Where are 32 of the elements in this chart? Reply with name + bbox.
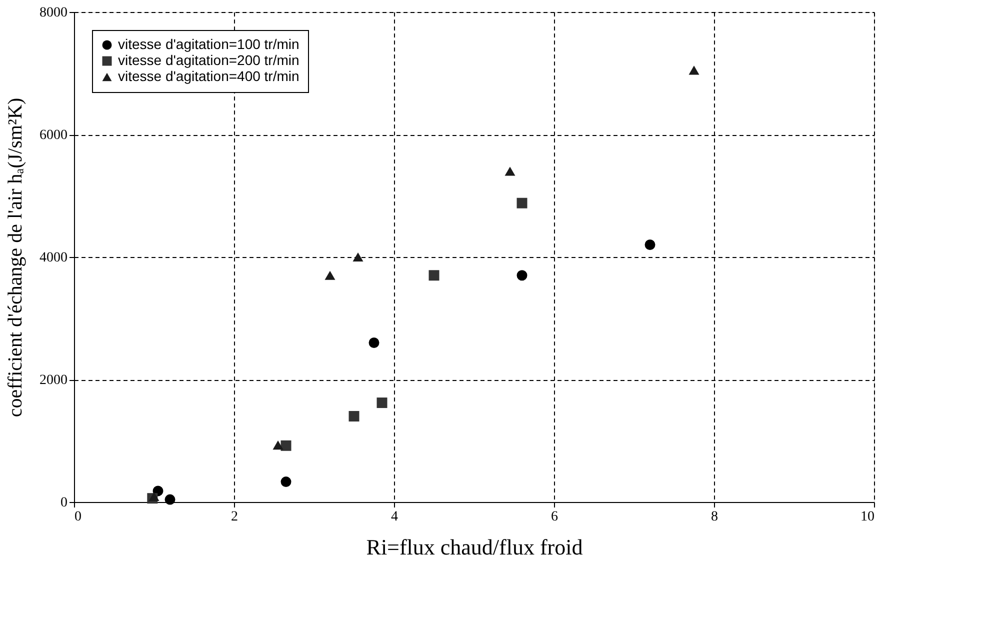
y-tick-label: 4000 xyxy=(40,250,68,266)
point xyxy=(348,411,360,422)
point xyxy=(428,270,440,281)
point xyxy=(324,270,336,280)
y-tick-label: 2000 xyxy=(40,373,68,388)
x-tick-label: 2 xyxy=(231,510,238,524)
point xyxy=(280,440,292,451)
legend-label: vitesse d'agitation=100 tr/min xyxy=(118,36,300,52)
point xyxy=(688,66,700,75)
point xyxy=(516,270,528,281)
point xyxy=(504,166,516,176)
x-tick-label: 8 xyxy=(711,510,718,524)
point xyxy=(164,494,176,505)
point xyxy=(644,240,656,250)
point xyxy=(272,440,284,450)
point xyxy=(516,198,528,208)
point xyxy=(280,476,292,488)
point xyxy=(352,252,364,262)
legend-label: vitesse d'agitation=400 tr/min xyxy=(118,68,300,84)
legend-label: vitesse d'agitation=200 tr/min xyxy=(118,52,300,68)
point xyxy=(148,492,160,502)
x-axis-title: Ri=flux chaud/flux froid xyxy=(366,534,583,560)
point xyxy=(368,338,380,348)
y-tick-label: 8000 xyxy=(40,6,68,20)
y-tick-label: 6000 xyxy=(40,128,68,143)
x-tick-label: 0 xyxy=(74,510,82,524)
x-tick-label: 4 xyxy=(391,510,398,524)
x-tick-label: 6 xyxy=(551,510,558,524)
point xyxy=(376,398,388,408)
y-tick-label: 0 xyxy=(60,496,68,510)
x-tick-label: 10 xyxy=(860,510,874,524)
y-axis-title: coefficient d'échange de l'air hₐ(J/sm²K) xyxy=(4,98,26,418)
